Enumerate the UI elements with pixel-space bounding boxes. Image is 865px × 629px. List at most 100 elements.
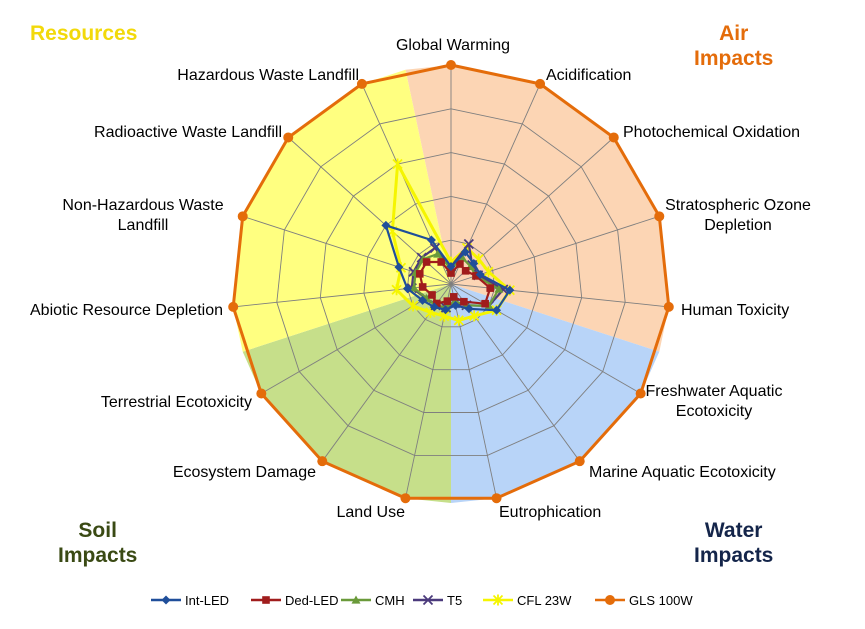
point-gls-100w-land-use	[400, 493, 411, 504]
point-ded-led-acidification	[456, 260, 464, 268]
category-label-abiotic-resource-depletion: Abiotic Resource Depletion	[30, 302, 223, 319]
point-t5-acidification	[463, 238, 474, 250]
spoke-terrestrial-ecotoxicity	[261, 283, 452, 394]
legend-item-t5: T5	[413, 593, 462, 608]
point-ded-led-marine-aquatic-ecotoxicity	[460, 297, 468, 306]
point-gls-100w-terrestrial-ecotoxicity	[256, 388, 267, 399]
point-int-led-eutrophication	[451, 300, 461, 310]
point-gls-100w-acidification	[535, 78, 546, 89]
category-label-marine-aquatic-ecotoxicity: Marine Aquatic Ecotoxicity	[589, 464, 776, 481]
point-gls-100w-stratospheric-ozone-depletion	[654, 211, 665, 222]
category-label-eutrophication: Eutrophication	[499, 504, 601, 521]
point-cfl-23w-hazardous-waste-landfill	[392, 158, 403, 170]
grid-ring-1	[406, 239, 496, 328]
data-series	[228, 60, 674, 504]
point-ded-led-ecosystem-damage	[433, 299, 441, 308]
point-ded-led-land-use	[443, 297, 452, 305]
point-ded-led-stratospheric-ozone-depletion	[472, 272, 480, 280]
point-int-led-terrestrial-ecotoxicity	[418, 295, 428, 305]
legend-item-gls-100w: GLS 100W	[595, 593, 693, 608]
category-label-hazardous-waste-landfill: Hazardous Waste Landfill	[177, 67, 359, 84]
point-cmh-human-toxicity	[494, 284, 504, 293]
legend-label-cfl-23w: CFL 23W	[517, 593, 572, 608]
sector-air-impacts	[405, 65, 669, 352]
point-int-led-ecosystem-damage	[429, 302, 439, 312]
quadrant-label-water-line1: Water	[704, 519, 763, 542]
point-cfl-23w-marine-aquatic-ecotoxicity	[469, 310, 480, 322]
legend-label-cmh: CMH	[375, 593, 405, 608]
category-label-non-hazardous-waste-landfill: Non-Hazardous Waste Landfill	[62, 197, 223, 234]
point-int-led-stratospheric-ozone-depletion	[475, 270, 485, 280]
series-int-led	[381, 220, 515, 315]
point-ded-led-photochemical-oxidation	[461, 267, 470, 275]
point-int-led-human-toxicity	[505, 285, 515, 295]
legend-label-t5: T5	[447, 593, 462, 608]
point-int-led-non-hazardous-waste-landfill	[394, 262, 404, 272]
point-int-led-marine-aquatic-ecotoxicity	[464, 304, 474, 314]
point-cfl-23w-stratospheric-ozone-depletion	[483, 266, 494, 278]
legend-swatch-marker-int-led	[161, 595, 171, 605]
point-gls-100w-ecosystem-damage	[317, 456, 328, 467]
point-int-led-radioactive-waste-landfill	[381, 220, 391, 230]
legend-swatch-marker-cfl-23w	[492, 594, 504, 606]
point-int-led-photochemical-oxidation	[469, 258, 479, 268]
quadrant-label-air: Air Impacts	[694, 21, 773, 71]
category-label-line: Depletion	[704, 217, 772, 234]
quadrant-label-air-line1: Air	[719, 22, 749, 45]
point-ded-led-non-hazardous-waste-landfill	[415, 270, 424, 278]
grid-ring-4	[276, 108, 626, 456]
quadrant-label-soil-line1: Soil	[78, 519, 117, 542]
legend-label-int-led: Int-LED	[185, 593, 229, 608]
point-int-led-acidification	[460, 247, 470, 257]
point-ded-led-human-toxicity	[486, 284, 495, 292]
quadrant-label-water-line2: Impacts	[694, 544, 774, 567]
point-cfl-23w-eutrophication	[453, 314, 464, 326]
grid-ring-3	[319, 152, 583, 413]
category-label-line: Ecotoxicity	[676, 403, 752, 420]
point-cfl-23w-abiotic-resource-depletion	[391, 284, 402, 296]
quadrant-label-resources: Resources	[30, 21, 137, 46]
grid-ring-2	[363, 195, 539, 371]
legend-item-cfl-23w: CFL 23W	[483, 593, 572, 608]
category-label-ecosystem-damage: Ecosystem Damage	[173, 464, 316, 481]
legend-swatch-marker-gls-100w	[605, 595, 615, 605]
point-cmh-hazardous-waste-landfill	[433, 249, 443, 258]
category-label-line: Stratospheric Ozone	[665, 197, 811, 214]
point-gls-100w-hazardous-waste-landfill	[356, 78, 367, 89]
point-gls-100w-freshwater-aquatic-ecotoxicity	[635, 388, 646, 399]
category-label-land-use: Land Use	[337, 504, 406, 521]
point-int-led-freshwater-aquatic-ecotoxicity	[492, 305, 502, 315]
legend-label-ded-led: Ded-LED	[285, 593, 338, 608]
point-ded-led-global-warming	[447, 269, 455, 277]
legend-label-gls-100w: GLS 100W	[629, 593, 693, 608]
category-label-stratospheric-ozone-depletion: Stratospheric Ozone Depletion	[665, 197, 811, 234]
point-int-led-hazardous-waste-landfill	[426, 235, 436, 245]
point-ded-led-abiotic-resource-depletion	[418, 283, 427, 291]
point-ded-led-eutrophication	[449, 293, 458, 301]
point-gls-100w-radioactive-waste-landfill	[283, 132, 294, 143]
legend: Int-LED Ded-LED CMH T5 CFL 23W GLS 100W	[151, 593, 693, 608]
series-ded-led	[415, 258, 495, 308]
legend-swatch-marker-cmh	[351, 595, 361, 604]
category-label-human-toxicity: Human Toxicity	[681, 302, 789, 319]
category-labels: Global Warming Acidification Photochemical…	[30, 37, 811, 521]
legend-swatch-marker-t5	[422, 594, 434, 606]
series-gls-100w	[228, 60, 674, 504]
point-int-led-land-use	[441, 305, 451, 315]
point-ded-led-hazardous-waste-landfill	[437, 258, 446, 266]
point-ded-led-radioactive-waste-landfill	[422, 258, 431, 266]
point-cmh-acidification	[458, 253, 468, 262]
category-label-line: Non-Hazardous Waste	[62, 197, 223, 214]
point-int-led-global-warming	[446, 261, 456, 271]
point-gls-100w-eutrophication	[491, 493, 502, 504]
quadrant-label-water: Water Impacts	[694, 518, 773, 568]
category-label-photochemical-oxidation: Photochemical Oxidation	[623, 124, 800, 141]
quadrant-label-air-line2: Impacts	[694, 47, 774, 70]
legend-item-ded-led: Ded-LED	[251, 593, 338, 608]
quadrant-label-soil-line2: Impacts	[58, 544, 138, 567]
series-line-int-led	[384, 224, 511, 312]
point-gls-100w-marine-aquatic-ecotoxicity	[574, 456, 585, 467]
category-label-radioactive-waste-landfill: Radioactive Waste Landfill	[94, 124, 282, 141]
series-line-gls-100w	[231, 63, 671, 500]
category-label-acidification: Acidification	[546, 67, 631, 84]
